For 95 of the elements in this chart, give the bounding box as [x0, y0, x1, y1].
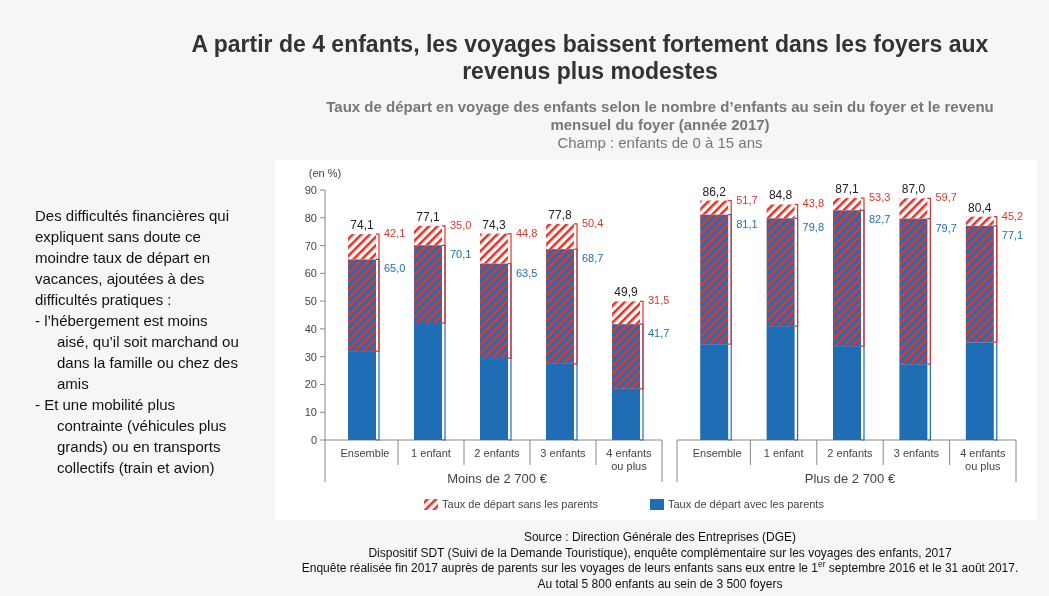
y-tick-label: 10 — [304, 406, 317, 419]
bar — [546, 249, 574, 364]
annotation: 31,5 — [648, 294, 670, 307]
source-note: Source : Direction Générale des Entreprises (DGE) — [523, 530, 797, 544]
bar — [414, 225, 442, 246]
annotation: 45,2 — [1001, 209, 1024, 222]
annotation: 44,8 — [516, 226, 538, 239]
y-axis-title: (en %) — [308, 167, 342, 179]
annotation: 43,8 — [802, 197, 825, 210]
x-axis-title: Plus de 2 700 € — [804, 471, 896, 486]
annotation: 42,1 — [384, 227, 406, 240]
legend-label: Taux de départ avec les parents — [668, 498, 825, 510]
text: Dispositif SDT (Suivi de la Demande Touristique), enquête complémentaire sur les voyages des enfants, 2017 — [368, 545, 952, 560]
total-label: 87,1 — [835, 182, 859, 197]
total-label: 86,2 — [702, 184, 727, 199]
bar — [348, 234, 376, 260]
x-tick-label: 1 enfant — [763, 447, 804, 459]
total-label: 80,4 — [968, 200, 992, 215]
x-tick-label: 4 enfants ou plus — [960, 447, 1006, 472]
annotation: 68,7 — [582, 252, 604, 265]
bar — [833, 198, 861, 211]
y-tick-label: 90 — [304, 184, 317, 196]
total-label: 49,9 — [614, 285, 638, 300]
bar — [546, 223, 574, 250]
bar — [766, 326, 795, 440]
text: - Et une mobilité plus contrainte (véhicules plus grands) ou en transports collectifs (train et avion) — [35, 396, 227, 476]
annotation: 79,7 — [935, 221, 957, 234]
annotation: 77,1 — [1001, 228, 1024, 241]
bar — [414, 323, 442, 440]
bar — [766, 204, 795, 219]
total-label: 87,0 — [901, 182, 926, 197]
annotation: 81,1 — [736, 217, 758, 230]
x-tick-label: Ensemble — [340, 447, 390, 459]
bar — [700, 200, 729, 215]
chart-title: A partir de 4 enfants, les voyages baissent fortement dans les foyers aux revenus plus modestes — [191, 31, 989, 84]
y-tick-label: 50 — [304, 295, 317, 308]
y-tick-label: 30 — [304, 350, 317, 363]
total-label: 74,1 — [350, 218, 374, 233]
bar — [899, 198, 928, 219]
bar — [833, 346, 861, 440]
annotation: 82,7 — [869, 213, 891, 226]
text: Des difficultés financières qui expliquent sans doute ce moindre taux de départ en vacances, ajoutées à des difficultés pratiques : — [35, 207, 229, 308]
x-tick-label: 4 enfants ou plus — [606, 447, 653, 472]
text: - l’hébergement est moins aisé, qu’il soit marchand ou dans la famille ou chez des amis — [35, 312, 239, 392]
x-tick-label: 2 enfants — [827, 447, 874, 459]
x-tick-label: Ensemble — [692, 447, 742, 459]
total-label: 84,8 — [768, 188, 793, 203]
bar — [833, 210, 861, 347]
bar — [899, 364, 928, 440]
bar — [480, 233, 508, 264]
x-tick-label: 3 enfants — [893, 447, 940, 459]
y-tick-label: 80 — [304, 211, 317, 224]
annotation: 50,4 — [582, 216, 604, 229]
text: Au total 5 800 enfants au sein de 3 500 foyers — [537, 576, 783, 591]
annotation: 51,7 — [736, 193, 758, 206]
y-tick-label: 20 — [304, 378, 317, 391]
y-tick-label: 40 — [304, 322, 317, 335]
x-axis-title: Moins de 2 700 € — [447, 471, 548, 486]
bar — [965, 225, 994, 343]
y-tick-label: 60 — [304, 267, 317, 280]
annotation: 59,7 — [935, 191, 957, 204]
x-tick-label: 3 enfants — [540, 447, 587, 459]
annotation: 35,0 — [450, 218, 472, 231]
y-tick-label: 0 — [310, 434, 317, 446]
bar — [899, 218, 928, 365]
annotation: 53,3 — [869, 191, 891, 204]
bar — [612, 324, 640, 389]
x-tick-label: 2 enfants — [474, 447, 521, 459]
legend-label: Taux de départ sans les parents — [442, 498, 599, 510]
bar — [766, 218, 795, 327]
chart-subtitle: Taux de départ en voyage des enfants selon le nombre d’enfants au sein du foyer et le revenu mensuel du foyer (année 2017) — [326, 98, 994, 133]
bar — [480, 263, 508, 359]
y-tick-label: 70 — [304, 239, 317, 252]
text: Champ : enfants de 0 à 15 ans — [557, 134, 763, 151]
bar — [348, 351, 376, 440]
total-label: 77,8 — [548, 207, 572, 222]
text: Enquête réalisée fin 2017 auprès de parents sur les voyages de leurs enfants sans eux entre le 1$^{er}$ septembre 2016 et le 31 août 2017. — [301, 559, 1019, 575]
annotation: 65,0 — [384, 262, 406, 275]
bar — [965, 342, 994, 440]
bar — [546, 363, 574, 440]
bar — [414, 245, 442, 324]
bar — [480, 358, 508, 440]
annotation: 63,5 — [516, 266, 538, 279]
x-tick-label: 1 enfant — [411, 447, 451, 459]
bar — [612, 388, 640, 440]
bar — [965, 216, 994, 226]
total-label: 74,3 — [482, 217, 506, 232]
total-label: 77,1 — [416, 209, 440, 224]
bar — [700, 214, 729, 345]
bar — [612, 301, 640, 325]
bar — [348, 259, 376, 352]
annotation: 41,7 — [648, 327, 670, 340]
bar — [700, 344, 729, 440]
annotation: 70,1 — [450, 248, 472, 261]
annotation: 79,8 — [802, 221, 825, 234]
